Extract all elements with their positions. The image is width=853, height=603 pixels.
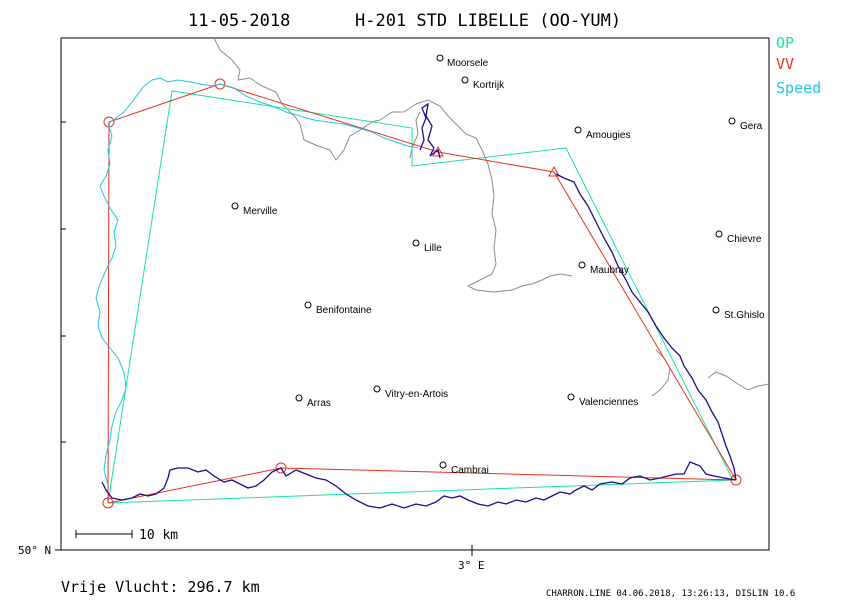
city-label-st-ghislo: St.Ghislo xyxy=(724,310,765,321)
legend-vv: VV xyxy=(776,55,794,73)
map-frame xyxy=(60,37,770,551)
city-label-chievre: Chievre xyxy=(727,234,762,245)
credit-line: CHARRON.LINE 04.06.2018, 13:26:13, DISLI… xyxy=(546,589,795,599)
flight-track xyxy=(101,102,737,509)
city-label-vitry-en-artois: Vitry-en-Artois xyxy=(385,389,448,400)
city-label-merville: Merville xyxy=(243,206,278,217)
legend-speed: Speed xyxy=(776,79,821,97)
legend-op: OP xyxy=(776,34,794,52)
city-markers xyxy=(231,54,736,469)
city-label-moorsele: Moorsele xyxy=(447,58,489,69)
longitude-label: 3° E xyxy=(458,559,485,572)
city-label-gera: Gera xyxy=(740,121,763,132)
scale-bar-label: 10 km xyxy=(139,528,178,543)
city-label-maubray: Maubray xyxy=(590,265,629,276)
vv-turnpoint-markers xyxy=(102,78,742,509)
city-label-cambrai: Cambrai xyxy=(451,465,489,476)
latitude-label: 50° N xyxy=(18,544,51,557)
glider-name: H-201 STD LIBELLE (OO-YUM) xyxy=(355,11,621,31)
flight-date: 11-05-2018 xyxy=(188,11,290,31)
city-label-lille: Lille xyxy=(424,243,442,254)
city-label-valenciennes: Valenciennes xyxy=(579,397,638,408)
city-label-arras: Arras xyxy=(307,398,331,409)
distance-summary: Vrije Vlucht: 296.7 km xyxy=(61,578,260,596)
vv-task-line xyxy=(107,83,737,504)
scale-bar-line xyxy=(75,530,133,538)
country-borders xyxy=(213,37,770,397)
city-label-amougies: Amougies xyxy=(586,130,630,141)
speed-track-cyan xyxy=(95,77,419,486)
left-ticks xyxy=(55,121,66,551)
op-task-line xyxy=(107,90,734,504)
city-label-kortrijk: Kortrijk xyxy=(473,80,505,91)
city-label-benifontaine: Benifontaine xyxy=(316,305,372,316)
